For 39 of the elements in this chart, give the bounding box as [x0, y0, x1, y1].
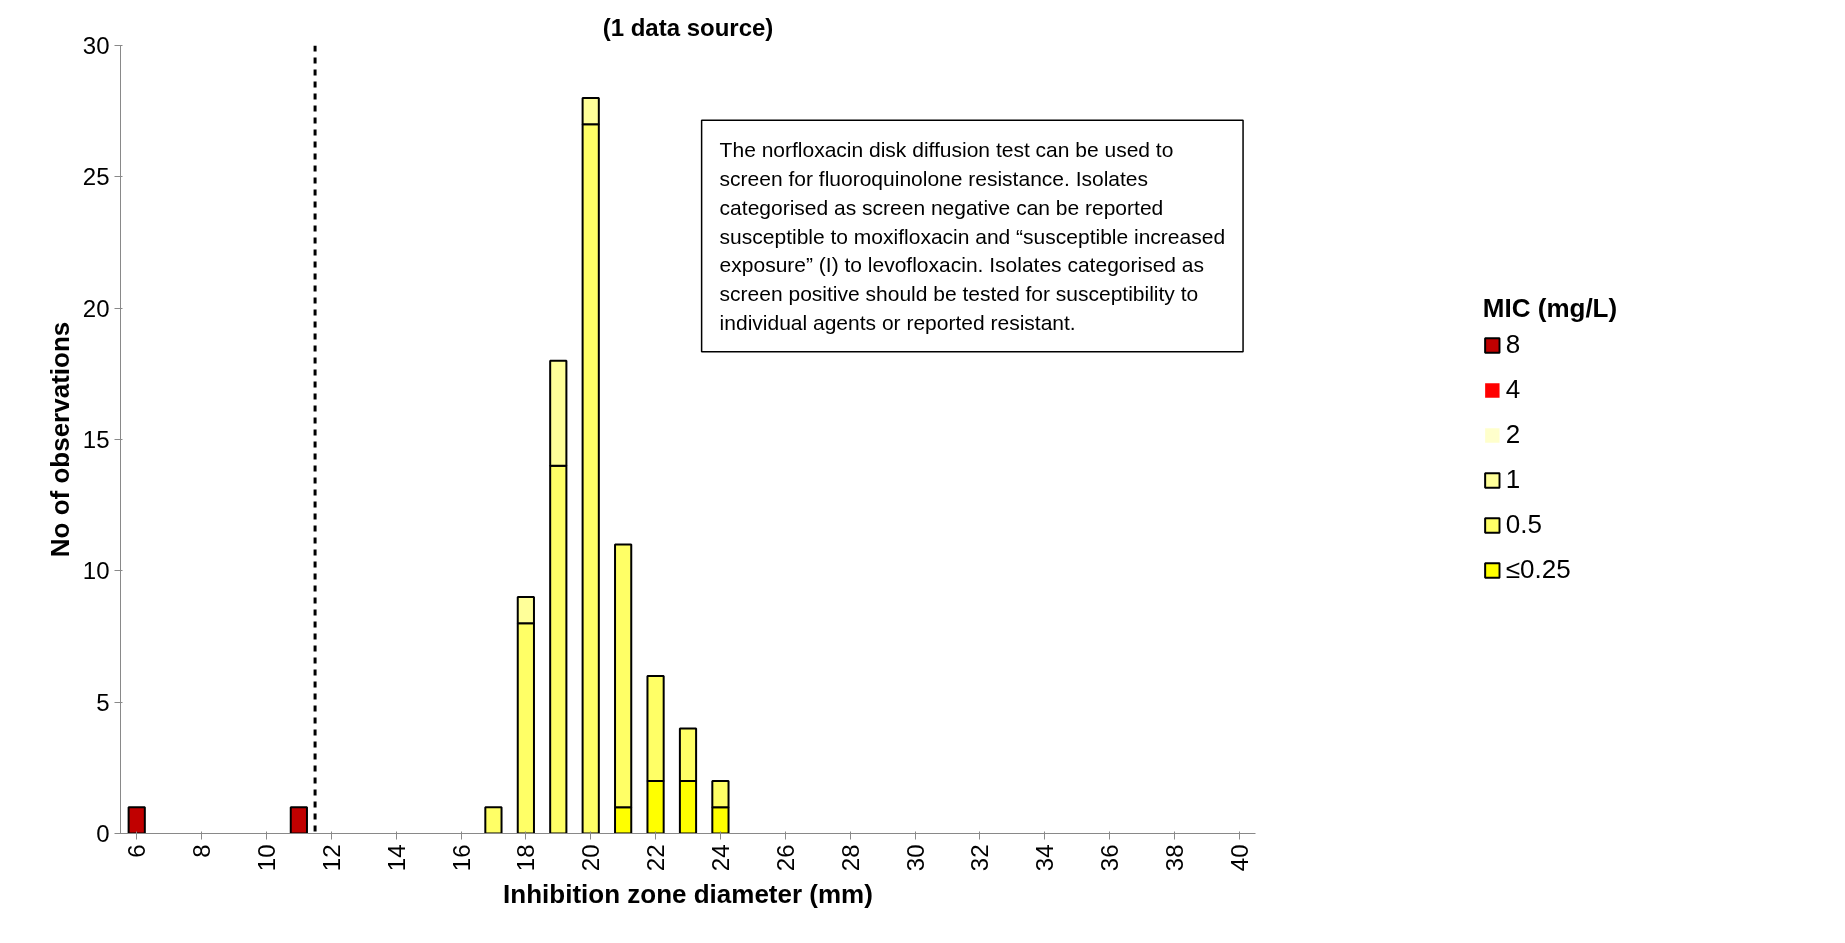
legend-label: 0.5 [1505, 509, 1542, 540]
y-tick-label: 30 [82, 32, 110, 59]
x-tick-label: 34 [1031, 844, 1059, 872]
bar [127, 806, 146, 834]
x-tick-label: 28 [836, 844, 864, 872]
chart-title: (1 data source) [602, 13, 774, 41]
y-axis-title: No of observations [44, 321, 75, 558]
x-tick-label: 32 [966, 844, 994, 872]
legend-label: 1 [1505, 464, 1522, 495]
y-tick-label: 10 [82, 557, 110, 585]
y-tick-label: 25 [82, 163, 110, 191]
legend-label: ≤0.25 [1505, 554, 1571, 585]
x-axis-title: Inhibition zone diameter (mm) [503, 879, 873, 910]
x-tick-label: 24 [706, 844, 734, 872]
legend-label: 4 [1505, 374, 1522, 405]
x-tick-label: 22 [642, 844, 670, 872]
y-tick-label: 15 [82, 426, 110, 453]
legend-label: 8 [1505, 329, 1522, 360]
annotation: The norfloxacin disk diffusion test can be used to screen for fluoroquinolone resistance. Isolates categorised as screen negative can be reported susceptible to moxifloxacin and “susceptible increased exposure” (I) to levofloxacin. Isolates categorised as screen positive should be tested for susceptibility to individual agents or reported resistant. [719, 138, 1226, 334]
x-tick-label: 26 [771, 844, 799, 872]
y-tick-label: 20 [82, 294, 110, 322]
legend-label: 2 [1505, 419, 1522, 450]
x-tick-label: 16 [447, 844, 475, 872]
bar [484, 806, 503, 834]
x-tick-label: 36 [1096, 844, 1124, 872]
x-tick-label: 40 [1225, 844, 1253, 872]
x-tick-label: 38 [1160, 844, 1188, 872]
x-tick-label: 18 [512, 844, 540, 872]
x-tick-label: 30 [901, 844, 929, 872]
bar [289, 806, 308, 834]
x-tick-label: 8 [188, 844, 216, 858]
x-tick-label: 10 [252, 844, 280, 872]
y-tick-label: 0 [96, 820, 110, 847]
x-tick-label: 20 [577, 844, 605, 872]
x-tick-label: 6 [123, 844, 151, 858]
x-tick-label: 14 [382, 844, 410, 872]
y-tick-label: 5 [96, 688, 110, 716]
x-tick-label: 12 [317, 844, 345, 872]
legend-title: MIC (mg/L) [1482, 293, 1618, 324]
